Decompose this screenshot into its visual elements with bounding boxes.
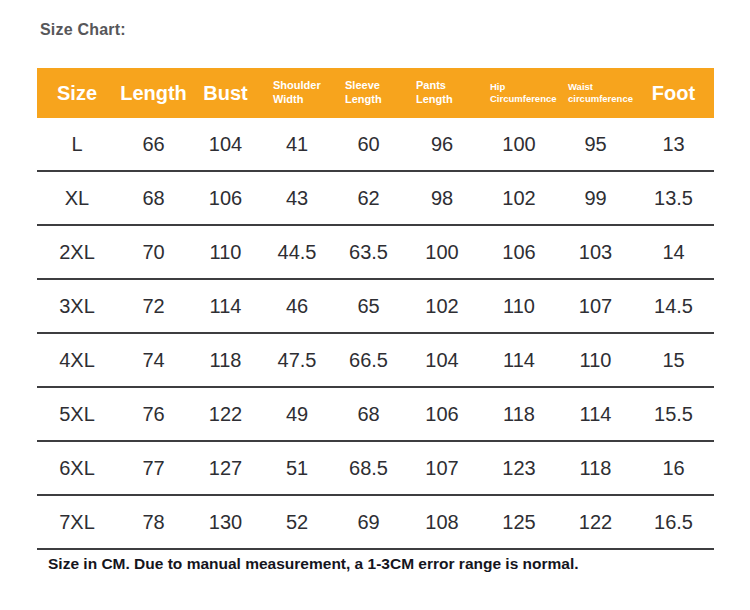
value-cell: 110 [558,333,633,387]
value-cell: 13 [633,118,714,171]
col-header-foot: Foot [633,68,714,118]
value-cell: 122 [558,495,633,549]
size-cell: XL [37,171,117,225]
value-cell: 74 [117,333,190,387]
value-cell: 122 [190,387,261,441]
value-cell: 98 [404,171,480,225]
value-cell: 51 [261,441,333,495]
value-cell: 46 [261,279,333,333]
value-cell: 13.5 [633,171,714,225]
value-cell: 60 [333,118,404,171]
size-cell: 7XL [37,495,117,549]
col-header-size: Size [37,68,117,118]
value-cell: 68 [333,387,404,441]
value-cell: 118 [190,333,261,387]
value-cell: 106 [190,171,261,225]
value-cell: 95 [558,118,633,171]
value-cell: 77 [117,441,190,495]
footer-note: Size in CM. Due to manual measurement, a… [48,555,579,573]
value-cell: 107 [404,441,480,495]
table-body: L661044160961009513XL681064362981029913.… [37,118,714,549]
value-cell: 107 [558,279,633,333]
value-cell: 15 [633,333,714,387]
value-cell: 96 [404,118,480,171]
table-row: 5XL76122496810611811415.5 [37,387,714,441]
value-cell: 68 [117,171,190,225]
size-cell: 3XL [37,279,117,333]
col-header-sleeve-length: Sleeve Length [333,68,404,118]
value-cell: 125 [480,495,558,549]
table-row: L661044160961009513 [37,118,714,171]
value-cell: 106 [480,225,558,279]
col-header-waist-circumference: Waist circumference [558,68,633,118]
value-cell: 49 [261,387,333,441]
table-row: 6XL771275168.510712311816 [37,441,714,495]
value-cell: 14.5 [633,279,714,333]
value-cell: 99 [558,171,633,225]
col-header-hip-circumference: Hip Circumference [480,68,558,118]
value-cell: 66 [117,118,190,171]
value-cell: 127 [190,441,261,495]
table-row: 2XL7011044.563.510010610314 [37,225,714,279]
value-cell: 106 [404,387,480,441]
table-row: XL681064362981029913.5 [37,171,714,225]
value-cell: 69 [333,495,404,549]
value-cell: 104 [190,118,261,171]
value-cell: 43 [261,171,333,225]
value-cell: 44.5 [261,225,333,279]
value-cell: 123 [480,441,558,495]
value-cell: 118 [558,441,633,495]
value-cell: 66.5 [333,333,404,387]
table-header-row: Size Length Bust Shoulder Width Sleeve L… [37,68,714,118]
col-header-shoulder-width: Shoulder Width [261,68,333,118]
value-cell: 118 [480,387,558,441]
value-cell: 70 [117,225,190,279]
value-cell: 103 [558,225,633,279]
value-cell: 16.5 [633,495,714,549]
value-cell: 52 [261,495,333,549]
value-cell: 104 [404,333,480,387]
value-cell: 102 [404,279,480,333]
value-cell: 65 [333,279,404,333]
value-cell: 41 [261,118,333,171]
value-cell: 130 [190,495,261,549]
size-cell: 2XL [37,225,117,279]
value-cell: 78 [117,495,190,549]
size-cell: 6XL [37,441,117,495]
table-row: 3XL72114466510211010714.5 [37,279,714,333]
value-cell: 63.5 [333,225,404,279]
col-header-bust: Bust [190,68,261,118]
value-cell: 110 [190,225,261,279]
value-cell: 72 [117,279,190,333]
value-cell: 110 [480,279,558,333]
value-cell: 108 [404,495,480,549]
size-cell: L [37,118,117,171]
value-cell: 114 [558,387,633,441]
value-cell: 16 [633,441,714,495]
value-cell: 114 [190,279,261,333]
value-cell: 47.5 [261,333,333,387]
page-title: Size Chart: [40,21,126,39]
value-cell: 100 [480,118,558,171]
table-row: 4XL7411847.566.510411411015 [37,333,714,387]
value-cell: 76 [117,387,190,441]
value-cell: 62 [333,171,404,225]
value-cell: 68.5 [333,441,404,495]
col-header-pants-length: Pants Length [404,68,480,118]
table-row: 7XL78130526910812512216.5 [37,495,714,549]
value-cell: 114 [480,333,558,387]
col-header-length: Length [117,68,190,118]
value-cell: 100 [404,225,480,279]
size-chart-table: Size Length Bust Shoulder Width Sleeve L… [37,68,714,550]
size-cell: 5XL [37,387,117,441]
value-cell: 14 [633,225,714,279]
value-cell: 102 [480,171,558,225]
value-cell: 15.5 [633,387,714,441]
size-cell: 4XL [37,333,117,387]
